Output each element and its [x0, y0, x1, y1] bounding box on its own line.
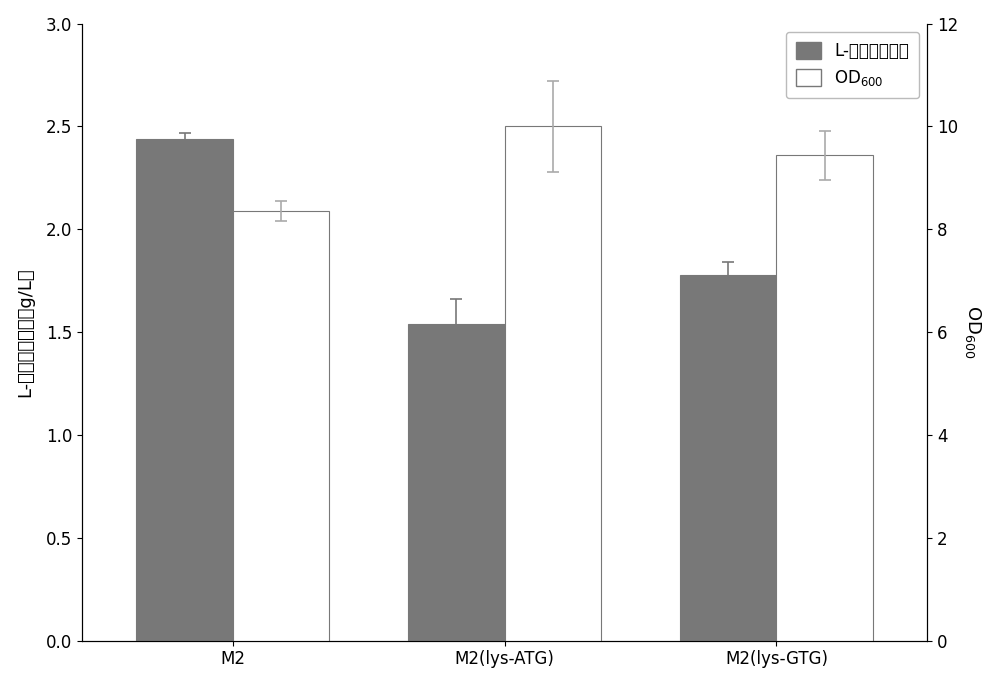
- Bar: [233, 211, 329, 640]
- Bar: [505, 127, 601, 640]
- Bar: [680, 275, 776, 640]
- Bar: [136, 139, 233, 640]
- Bar: [408, 324, 505, 640]
- Bar: [776, 155, 873, 640]
- Legend: L-甲硫氨酸产量, OD$_{600}$: L-甲硫氨酸产量, OD$_{600}$: [786, 32, 919, 99]
- Y-axis label: L-甲硫氨酸产量（g/L）: L-甲硫氨酸产量（g/L）: [17, 267, 35, 397]
- Y-axis label: OD$_{600}$: OD$_{600}$: [963, 306, 983, 359]
